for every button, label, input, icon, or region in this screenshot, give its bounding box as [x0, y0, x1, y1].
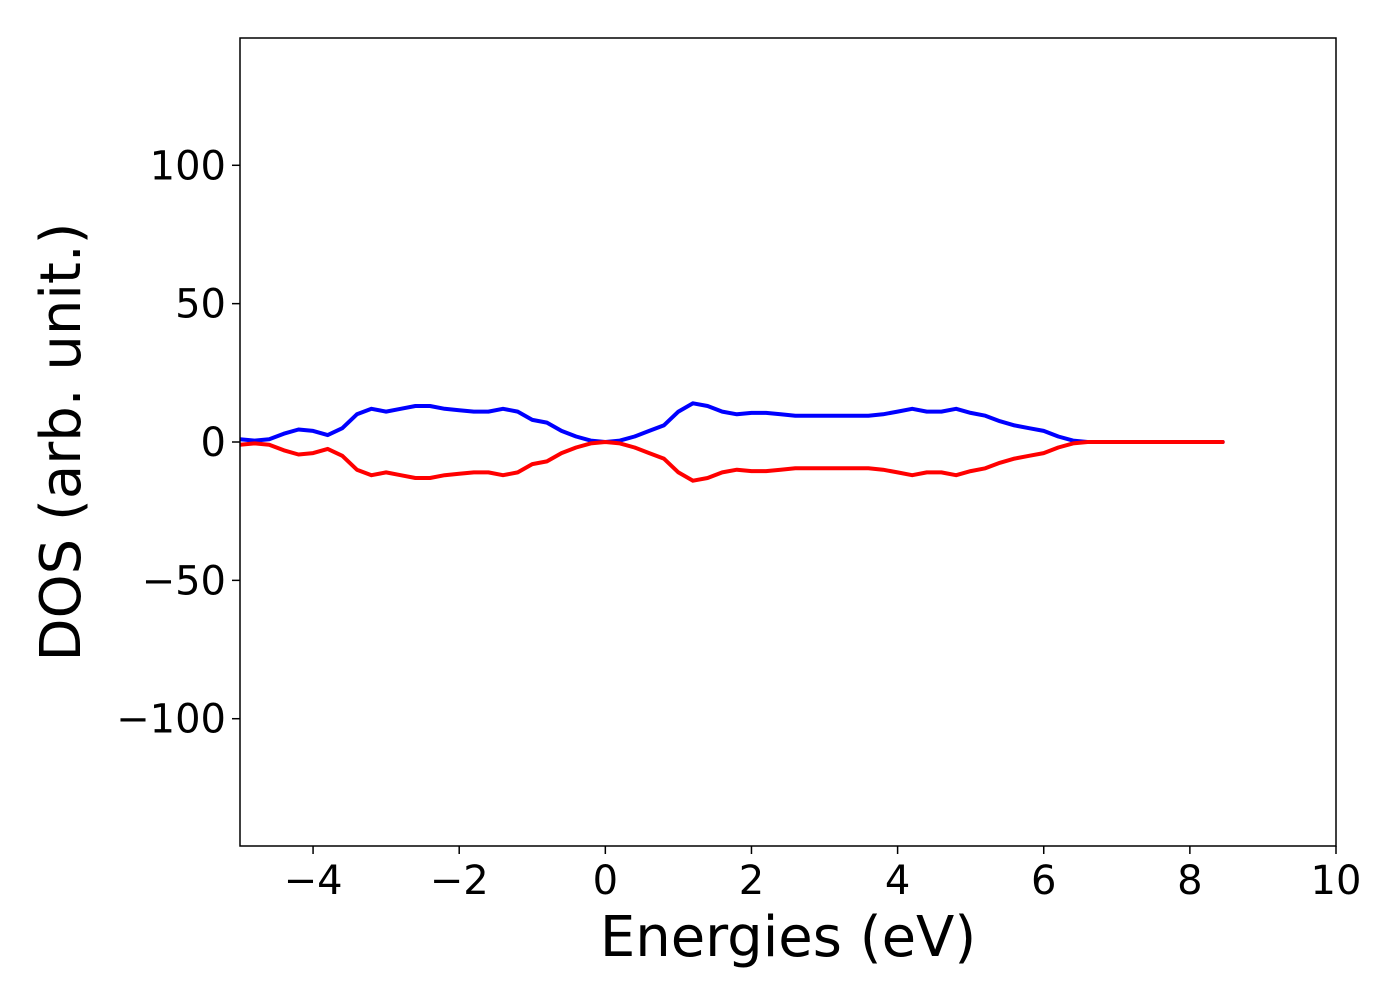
x-tick-label: 0 — [593, 858, 618, 904]
series-line-0 — [240, 401, 1225, 444]
series-line-1 — [240, 440, 1225, 483]
y-tick-label: −50 — [142, 558, 226, 604]
y-tick-label: 100 — [150, 143, 226, 189]
x-axis-title: Energies (eV) — [600, 905, 976, 970]
x-tick-label: 4 — [885, 858, 910, 904]
y-tick-label: −100 — [116, 697, 226, 743]
y-tick-label: 0 — [201, 420, 226, 466]
x-tick-label: 8 — [1177, 858, 1202, 904]
x-tick-label: 6 — [1031, 858, 1056, 904]
y-axis-title: DOS (arb. unit.) — [29, 222, 94, 661]
x-tick-label: 10 — [1311, 858, 1362, 904]
x-tick-label: 2 — [739, 858, 764, 904]
x-tick-label: −2 — [430, 858, 489, 904]
x-tick-label: −4 — [284, 858, 343, 904]
y-tick-label: 50 — [175, 282, 226, 328]
